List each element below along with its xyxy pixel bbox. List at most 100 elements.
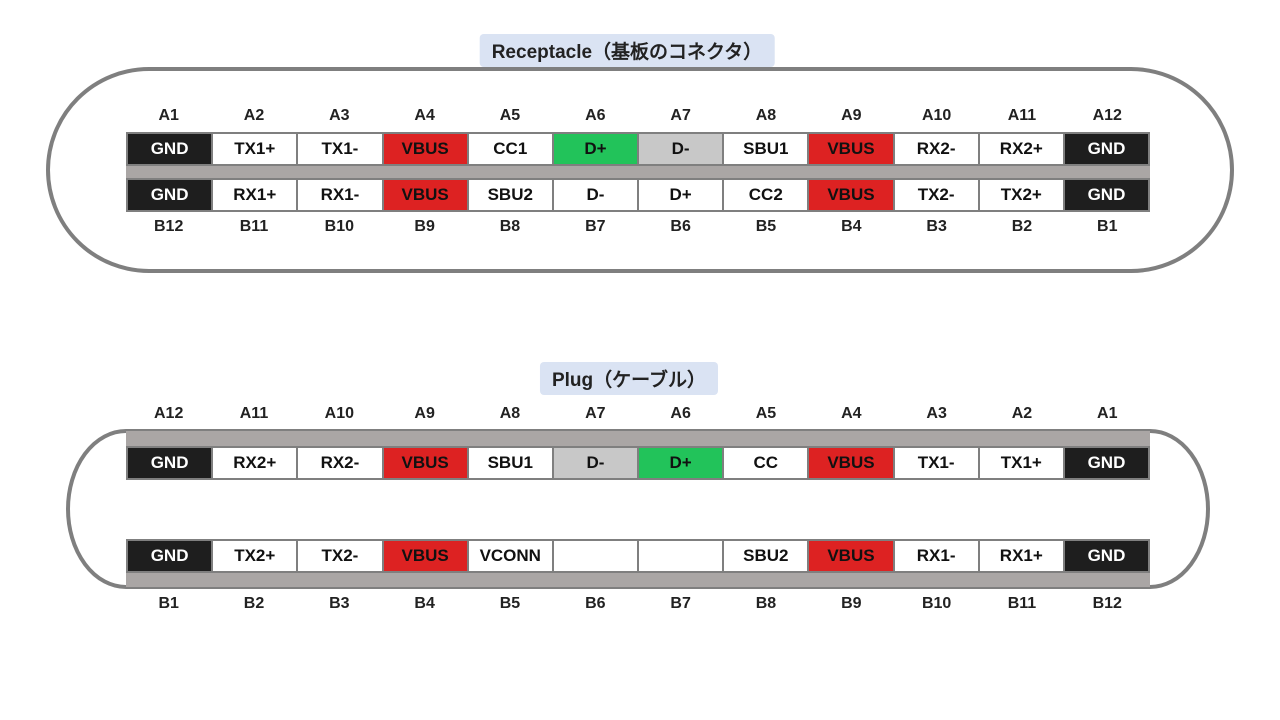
pin-number-label: A4 [414, 107, 435, 124]
pin-cc2: CC2 [724, 180, 808, 210]
pin-number-label: B8 [499, 218, 521, 235]
pin-tx2-minus: TX2- [298, 541, 382, 571]
plug-top-labels: A12 A11 A10 A9 A8 A7 A6 A5 A4 A3 A2 A1 [126, 405, 1150, 423]
pin-number-label: A12 [153, 405, 184, 422]
pin-number-label: B2 [1011, 218, 1033, 235]
pin-number-label: A1 [158, 107, 179, 124]
pin-rx1-plus: RX1+ [979, 541, 1063, 571]
pin-vbus: VBUS [383, 134, 467, 164]
pin-gnd: GND [128, 134, 212, 164]
pin-number-label: B4 [414, 595, 435, 612]
pin-gnd: GND [128, 180, 212, 210]
plug-bottom-row: GND TX2+ TX2- VBUS VCONN SBU2 VBUS RX1- RX1+ GND [126, 539, 1150, 573]
pin-number-label: A5 [499, 107, 521, 124]
pin-number-label: A12 [1092, 107, 1122, 124]
pin-vbus: VBUS [383, 541, 467, 571]
pin-vconn: VCONN [468, 541, 552, 571]
pin-rx1-plus: RX1+ [213, 180, 297, 210]
pin-number-label: B5 [499, 595, 521, 612]
pin-number-label: A10 [324, 405, 354, 422]
pin-number-label: B6 [670, 218, 691, 235]
pin-number-label: B9 [414, 218, 435, 235]
pin-number-label: B3 [329, 595, 350, 612]
pin-number-label: A5 [755, 405, 777, 422]
pin-number-label: B6 [585, 595, 606, 612]
pin-number-label: A2 [1011, 405, 1033, 422]
receptacle-tongue [126, 166, 1150, 178]
pin-d-minus: D- [553, 448, 638, 478]
pin-sbu1: SBU1 [468, 448, 552, 478]
pin-number-label: B1 [158, 595, 179, 612]
pin-d-minus: D- [639, 134, 723, 164]
pin-number-label: A11 [239, 405, 269, 422]
pin-gnd: GND [128, 448, 212, 478]
pin-number-label: A7 [585, 405, 606, 422]
pin-gnd: GND [1064, 448, 1149, 478]
pin-number-label: B1 [1097, 218, 1118, 235]
pin-gnd: GND [1064, 180, 1149, 210]
pin-number-label: A3 [926, 405, 947, 422]
pin-number-label: A4 [841, 405, 862, 422]
pin-number-label: A7 [670, 107, 691, 124]
pin-cc1: CC1 [468, 134, 552, 164]
pin-number-label: B9 [841, 595, 862, 612]
pin-number-label: B4 [841, 218, 862, 235]
pin-number-label: B5 [755, 218, 777, 235]
pin-number-label: B3 [926, 218, 947, 235]
pin-number-label: B8 [755, 595, 777, 612]
pin-d-plus: D+ [639, 448, 723, 478]
pin-tx1-plus: TX1+ [213, 134, 297, 164]
pin-vbus: VBUS [809, 134, 893, 164]
plug-title: Plug（ケーブル） [539, 362, 719, 395]
pin-d-plus: D+ [639, 180, 723, 210]
pin-number-label: A3 [329, 107, 350, 124]
pin-vbus: VBUS [383, 448, 467, 478]
receptacle-title: Receptacle（基板のコネクタ） [479, 34, 775, 67]
pin-sbu1: SBU1 [724, 134, 808, 164]
pin-gnd: GND [1064, 541, 1149, 571]
pin-vbus: VBUS [809, 448, 893, 478]
pin-rx2-plus: RX2+ [979, 134, 1063, 164]
pin-rx1-minus: RX1- [298, 180, 382, 210]
pin-empty [553, 541, 638, 571]
pin-number-label: B7 [585, 218, 606, 235]
plug-bottom-shell [126, 573, 1150, 587]
pin-number-label: A9 [414, 405, 435, 422]
pin-number-label: B10 [324, 218, 354, 235]
plug-top-row: GND RX2+ RX2- VBUS SBU1 D- D+ CC VBUS TX1- TX1+ GND [126, 446, 1150, 480]
pin-number-label: A10 [921, 107, 952, 124]
pin-tx1-minus: TX1- [894, 448, 978, 478]
pin-rx1-minus: RX1- [894, 541, 978, 571]
pin-number-label: A8 [499, 405, 521, 422]
receptacle-bottom-labels: B12 B11 B10 B9 B8 B7 B6 B5 B4 B3 B2 B1 [126, 218, 1150, 236]
pin-tx2-plus: TX2+ [213, 541, 297, 571]
pin-number-label: A8 [755, 107, 777, 124]
pin-number-label: A1 [1097, 405, 1118, 422]
pin-vbus: VBUS [809, 541, 893, 571]
pin-number-label: B12 [153, 218, 184, 235]
pin-rx2-minus: RX2- [894, 134, 978, 164]
pin-number-label: A2 [243, 107, 265, 124]
pin-tx2-minus: TX2- [894, 180, 978, 210]
pin-rx2-minus: RX2- [298, 448, 382, 478]
receptacle-top-labels: A1 A2 A3 A4 A5 A6 A7 A8 A9 A10 A11 A12 [126, 107, 1150, 125]
pin-number-label: B12 [1092, 595, 1122, 612]
pin-number-label: B11 [1007, 595, 1037, 612]
pin-number-label: B2 [243, 595, 265, 612]
pin-tx2-plus: TX2+ [979, 180, 1063, 210]
pin-number-label: B10 [921, 595, 952, 612]
receptacle-bottom-row: GND RX1+ RX1- VBUS SBU2 D- D+ CC2 VBUS TX2- TX2+ GN… [126, 178, 1150, 212]
pin-number-label: A11 [1007, 107, 1037, 124]
pin-gnd: GND [1064, 134, 1149, 164]
pin-number-label: A6 [585, 107, 606, 124]
pin-d-minus: D- [553, 180, 638, 210]
pin-d-plus: D+ [553, 134, 638, 164]
pin-sbu2: SBU2 [724, 541, 808, 571]
pin-tx1-minus: TX1- [298, 134, 382, 164]
pin-number-label: A9 [841, 107, 862, 124]
pin-sbu2: SBU2 [468, 180, 552, 210]
plug-outline [66, 429, 1210, 589]
plug-bottom-labels: B1 B2 B3 B4 B5 B6 B7 B8 B9 B10 B11 B12 [126, 595, 1150, 613]
